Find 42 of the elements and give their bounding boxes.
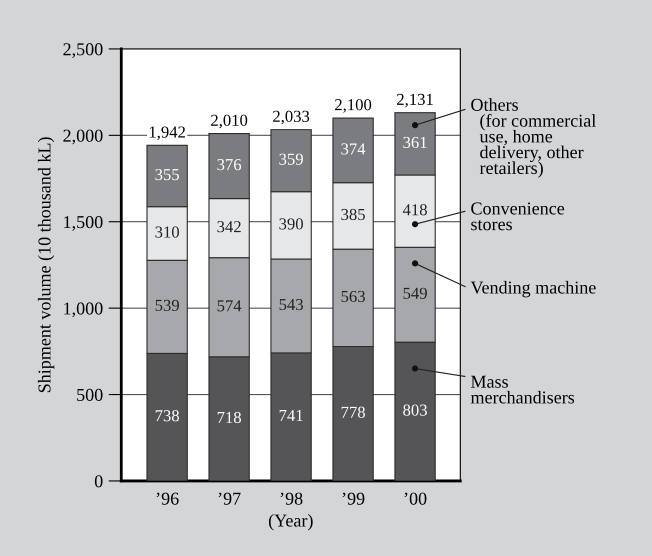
series-label: Vending machine xyxy=(470,280,596,298)
data-label: 574 xyxy=(218,300,242,312)
legend-label: Others (for commercial use, home delivery, other retailers) xyxy=(471,98,596,178)
x-tick-label: ’98 xyxy=(280,492,302,505)
data-label: 359 xyxy=(279,154,303,165)
data-label: 549 xyxy=(404,288,427,299)
y-tick-label: 0 xyxy=(94,475,103,488)
data-label: 342 xyxy=(217,221,241,232)
y-tick-label: 2,000 xyxy=(63,130,103,144)
y-tick-label: 2,500 xyxy=(63,43,103,58)
data-label: 778 xyxy=(342,406,365,418)
data-label: 543 xyxy=(280,298,303,310)
y-axis-title: Shipment volume (10 thousand kL) xyxy=(38,137,54,392)
x-tick-label: ’97 xyxy=(218,492,241,505)
data-label: 310 xyxy=(155,226,180,238)
data-label: 361 xyxy=(403,136,427,148)
total-label: 2,033 xyxy=(273,110,310,124)
y-tick-label: 1,500 xyxy=(64,216,103,231)
data-label: 563 xyxy=(342,290,365,302)
data-label: 741 xyxy=(280,410,303,421)
data-label: 738 xyxy=(156,410,180,422)
legend-label: Convenience stores xyxy=(471,202,564,230)
data-label: 374 xyxy=(341,143,366,155)
data-label: 385 xyxy=(341,208,365,220)
data-label: 803 xyxy=(403,404,427,416)
total-label: 1,942 xyxy=(150,126,185,140)
series-label: Mass merchandisers xyxy=(470,376,574,404)
data-label: 418 xyxy=(402,204,427,216)
x-axis-title: (Year) xyxy=(268,514,313,530)
total-label: 2,010 xyxy=(211,114,248,128)
x-tick-label: ’96 xyxy=(156,492,179,505)
y-tick-label: 500 xyxy=(77,388,103,401)
y-tick-label: 1,000 xyxy=(64,302,103,318)
data-label: 390 xyxy=(279,218,303,230)
data-label: 539 xyxy=(156,300,179,312)
x-tick-label: ’99 xyxy=(342,492,364,505)
total-label: 2,100 xyxy=(335,99,372,113)
data-label: 718 xyxy=(218,412,241,424)
data-label: 355 xyxy=(155,168,179,180)
data-label: 376 xyxy=(217,159,242,170)
x-tick-label: ’00 xyxy=(404,492,426,505)
total-label: 2,131 xyxy=(397,94,433,108)
